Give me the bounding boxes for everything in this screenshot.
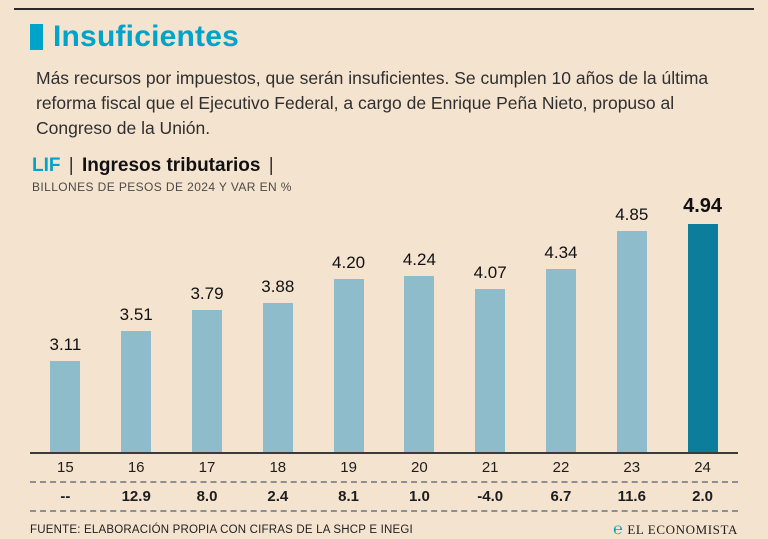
bar-value-label: 4.34 (544, 242, 578, 262)
bar-column: 4.34 (526, 243, 597, 452)
bar-column: 4.85 (596, 205, 667, 452)
bar (404, 275, 435, 452)
dashed-divider (30, 509, 738, 512)
bar-chart: 3.11 3.51 3.79 3.88 4.20 4.24 4.07 4.34 4.85 4.94 (30, 195, 738, 452)
bar (262, 302, 293, 452)
year-label: 23 (623, 458, 641, 476)
bar (475, 288, 506, 452)
bar (545, 268, 576, 452)
dashed-divider (30, 480, 738, 483)
x-axis-line (30, 451, 738, 454)
bar (333, 278, 364, 452)
el-economista-e-icon: ℮ (613, 520, 624, 538)
bar (687, 223, 718, 452)
bar-value-label: 3.88 (261, 276, 295, 296)
year-label: 16 (127, 458, 145, 476)
brand-name: EL ECONOMISTA (627, 521, 738, 537)
year-label: 24 (694, 458, 711, 476)
variation-value: -4.0 (477, 487, 504, 505)
source-text: FUENTE: ELABORACIÓN PROPIA CON CIFRAS DE… (30, 523, 413, 536)
variation-value: 11.6 (617, 487, 646, 505)
bar (616, 230, 647, 452)
bar-column: 3.51 (101, 305, 172, 452)
page-title: Insuficientes (53, 20, 239, 53)
year-label: 20 (411, 458, 428, 476)
title-accent-bar (30, 24, 43, 50)
footer: FUENTE: ELABORACIÓN PROPIA CON CIFRAS DE… (30, 521, 738, 539)
bar-value-label: 3.79 (190, 283, 224, 303)
variation-value: 8.1 (338, 487, 360, 505)
bar-column: 3.79 (172, 284, 243, 452)
year-label: 18 (269, 458, 287, 476)
variation-value: 2.4 (267, 487, 289, 505)
year-labels-row: 15 16 17 18 19 20 21 22 23 24 (30, 454, 738, 481)
bar-column: 3.88 (242, 277, 313, 452)
title-row: Insuficientes (30, 20, 738, 54)
bar-column: 4.07 (455, 263, 526, 452)
bar-value-label: 4.24 (402, 249, 436, 269)
bar (121, 330, 152, 452)
bar-column: 4.24 (384, 250, 455, 452)
variation-value: 8.0 (196, 487, 218, 505)
bar-value-label: 4.85 (615, 204, 649, 224)
year-label: 15 (57, 458, 74, 476)
bar-column: 3.11 (30, 335, 101, 452)
variation-row: -- 12.9 8.0 2.4 8.1 1.0 -4.0 6.7 11.6 2.0 (30, 483, 738, 510)
bar (50, 360, 81, 452)
variation-value: 2.0 (692, 487, 713, 505)
variation-value: 6.7 (550, 487, 572, 505)
bar-value-label: 4.94 (683, 194, 723, 217)
variation-value: 12.9 (121, 487, 151, 505)
bar-value-label: 3.11 (49, 334, 82, 354)
brand-logo: ℮ EL ECONOMISTA (613, 521, 738, 539)
intro-text: Más recursos por impuestos, que serán in… (36, 68, 709, 138)
year-label: 22 (552, 458, 570, 476)
bar-column: 4.94 (667, 195, 738, 452)
variation-value: -- (60, 487, 71, 505)
top-rule (14, 8, 754, 10)
bar-value-label: 4.20 (332, 252, 366, 272)
separator: | (268, 154, 274, 176)
year-label: 21 (481, 458, 499, 476)
chart-subtitle: BILLONES DE PESOS DE 2024 Y VAR EN % (32, 179, 292, 194)
separator: | (68, 154, 74, 176)
bar-value-label: 3.51 (119, 304, 153, 324)
chart-title: Ingresos tributarios (82, 154, 261, 176)
bar-column: 4.20 (313, 253, 384, 452)
chart-tag: LIF (32, 154, 61, 176)
variation-value: 1.0 (408, 487, 430, 505)
bar (191, 309, 222, 452)
year-label: 17 (198, 458, 216, 476)
bar-value-label: 4.07 (473, 262, 507, 282)
year-label: 19 (340, 458, 357, 476)
chart-header: LIF | Ingresos tributarios | (32, 155, 738, 177)
